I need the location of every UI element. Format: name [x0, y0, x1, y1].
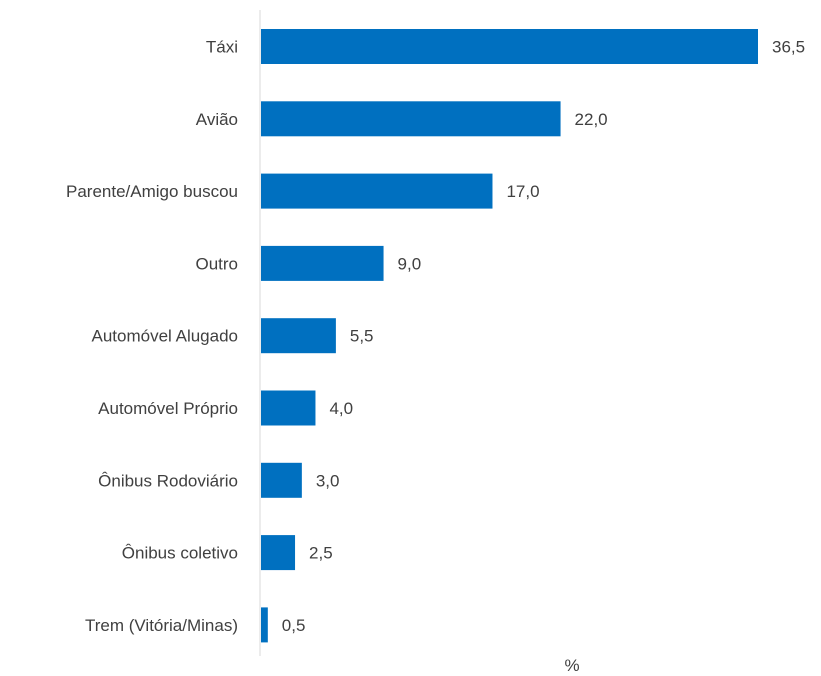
bar	[261, 607, 268, 643]
x-axis-title: %	[564, 656, 579, 675]
category-label: Trem (Vitória/Minas)	[85, 616, 238, 635]
category-label: Parente/Amigo buscou	[66, 182, 238, 201]
value-label: 17,0	[506, 182, 539, 201]
value-label: 9,0	[398, 254, 422, 273]
category-label: Táxi	[206, 38, 238, 57]
value-labels-group: 36,5 22,0 17,0 9,0 5,5 4,0 3,0 2,5 0,5	[282, 38, 805, 635]
bar	[261, 535, 296, 571]
value-label: 2,5	[309, 544, 333, 563]
value-label: 22,0	[575, 110, 608, 129]
bar	[261, 29, 758, 64]
value-label: 4,0	[329, 399, 353, 418]
bar	[261, 318, 336, 354]
bar	[261, 173, 493, 209]
value-label: 0,5	[282, 616, 306, 635]
category-label: Automóvel Alugado	[92, 327, 239, 346]
bar	[261, 101, 561, 137]
bar	[261, 245, 384, 281]
value-label: 36,5	[772, 38, 805, 57]
category-label: Avião	[196, 110, 238, 129]
value-label: 3,0	[316, 471, 340, 490]
value-label: 5,5	[350, 327, 374, 346]
bar	[261, 462, 302, 498]
bar	[261, 390, 316, 426]
category-label: Automóvel Próprio	[98, 399, 238, 418]
category-labels-group: Táxi Avião Parente/Amigo buscou Outro Automó…	[66, 38, 238, 635]
category-label: Ônibus Rodoviário	[98, 471, 238, 490]
category-label: Ônibus coletivo	[122, 544, 238, 563]
category-label: Outro	[195, 254, 238, 273]
bars-group	[261, 29, 758, 643]
